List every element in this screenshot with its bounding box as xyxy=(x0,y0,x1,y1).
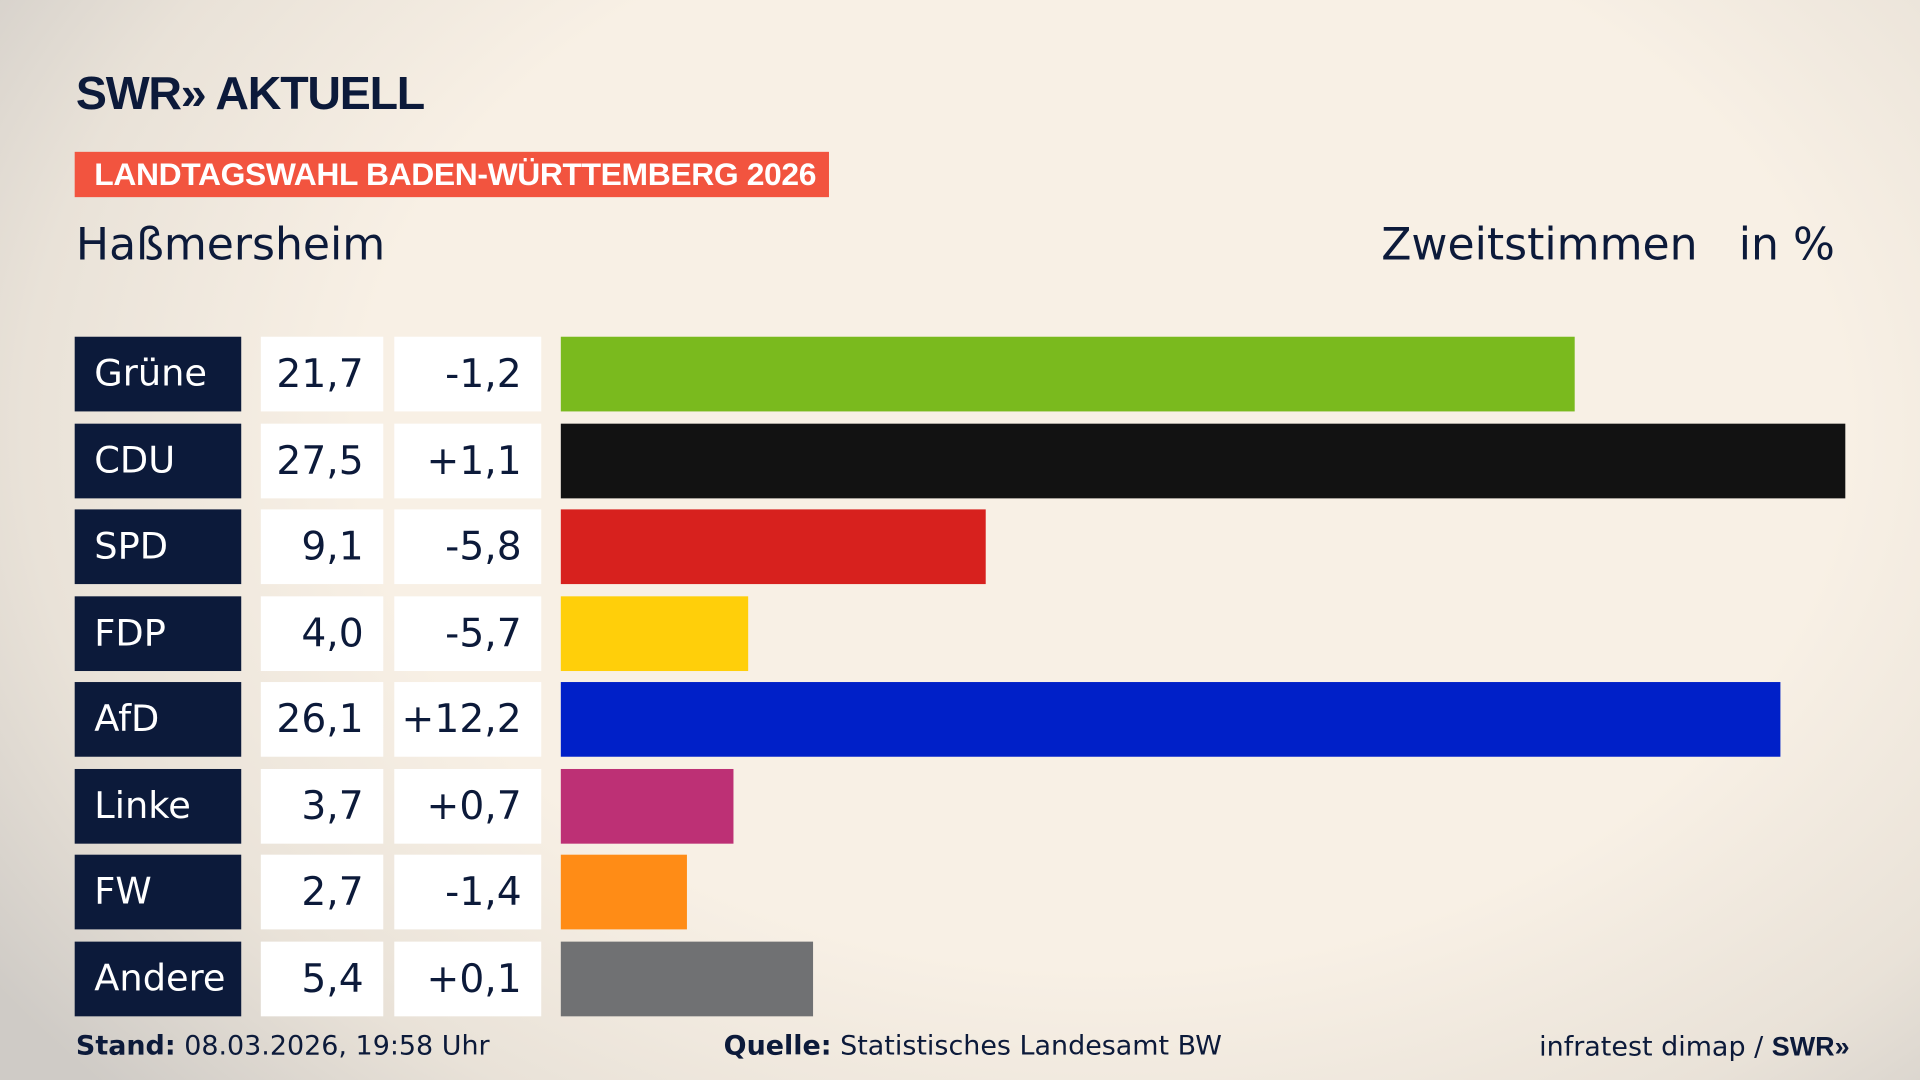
place-title: Haßmersheim xyxy=(75,220,386,271)
diff-label: -1,2 xyxy=(394,336,542,412)
swr-logo-small: SWR» xyxy=(1771,1031,1850,1062)
bar xyxy=(560,595,748,671)
party-label: Linke xyxy=(74,768,242,844)
bar-row: SPD 9,1 -5,8 xyxy=(0,509,1920,585)
bar xyxy=(560,682,1780,757)
bar-row: CDU 27,5 +1,1 xyxy=(0,423,1920,498)
bar xyxy=(560,336,1575,412)
bar-row: Linke 3,7 +0,7 xyxy=(0,768,1920,844)
bar xyxy=(560,768,734,844)
credit: infratest dimap / SWR» xyxy=(1539,1031,1849,1063)
source-label: Quelle: xyxy=(723,1031,832,1062)
party-label: Andere xyxy=(74,941,242,1016)
value-label: 9,1 xyxy=(260,509,384,585)
election-banner: LANDTAGSWAHL BADEN-WÜRTTEMBERG 2026 xyxy=(74,151,829,198)
diff-label: +0,1 xyxy=(394,941,542,1016)
source-value: Statistisches Landesamt BW xyxy=(840,1031,1222,1062)
diff-label: -1,4 xyxy=(394,854,542,930)
vote-type: Zweitstimmen xyxy=(1381,220,1698,271)
unit-label: in % xyxy=(1738,220,1835,271)
diff-label: -5,7 xyxy=(394,595,542,671)
party-label: SPD xyxy=(74,509,242,585)
bar-row: FDP 4,0 -5,7 xyxy=(0,595,1920,671)
bar xyxy=(560,509,986,585)
source: Quelle: Statistisches Landesamt BW xyxy=(724,1031,1222,1062)
stand-value: 08.03.2026, 19:58 Uhr xyxy=(184,1031,490,1062)
credit-text: infratest dimap / xyxy=(1539,1032,1764,1063)
diff-label: +12,2 xyxy=(394,682,542,757)
bar-row: Andere 5,4 +0,1 xyxy=(0,941,1920,1016)
party-label: FDP xyxy=(74,595,242,671)
party-label: Grüne xyxy=(74,336,242,412)
value-label: 27,5 xyxy=(260,423,384,498)
value-label: 26,1 xyxy=(260,682,384,757)
party-label: AfD xyxy=(74,682,242,757)
swr-aktuell-logo: SWR» AKTUELL xyxy=(75,68,425,121)
diff-label: +1,1 xyxy=(394,423,542,498)
value-label: 4,0 xyxy=(260,595,384,671)
diff-label: -5,8 xyxy=(394,509,542,585)
timestamp: Stand: 08.03.2026, 19:58 Uhr xyxy=(76,1031,490,1062)
bar-row: Grüne 21,7 -1,2 xyxy=(0,336,1920,412)
value-label: 3,7 xyxy=(260,768,384,844)
party-label: CDU xyxy=(74,423,242,498)
value-label: 5,4 xyxy=(260,941,384,1016)
bar xyxy=(560,423,1846,498)
stand-label: Stand: xyxy=(75,1031,176,1062)
bar xyxy=(560,854,687,930)
party-label: FW xyxy=(74,854,242,930)
value-label: 2,7 xyxy=(260,854,384,930)
bar xyxy=(560,941,814,1016)
bar-row: AfD 26,1 +12,2 xyxy=(0,682,1920,757)
diff-label: +0,7 xyxy=(394,768,542,844)
bar-row: FW 2,7 -1,4 xyxy=(0,854,1920,930)
value-label: 21,7 xyxy=(260,336,384,412)
